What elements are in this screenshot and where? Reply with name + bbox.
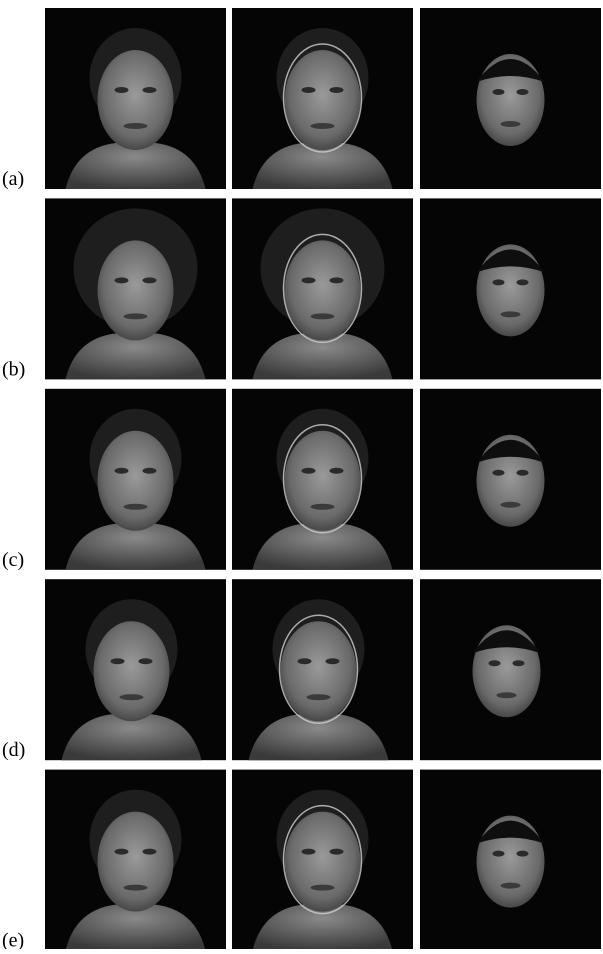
row-label: (c) [2, 549, 24, 571]
eye [115, 277, 129, 283]
face [285, 812, 361, 912]
mouth [311, 885, 335, 891]
face-panel [232, 198, 413, 379]
eye [517, 89, 529, 95]
face-panel [45, 770, 226, 949]
mouth [501, 502, 521, 508]
eye [302, 87, 316, 93]
eye [143, 468, 157, 474]
mouth [120, 694, 144, 700]
face-panel [420, 770, 601, 949]
eye [302, 849, 316, 855]
eye [517, 851, 529, 857]
row-label: (d) [2, 739, 25, 761]
mouth [311, 123, 335, 129]
mouth [307, 694, 331, 700]
eye [115, 849, 129, 855]
face [98, 812, 174, 912]
eye [330, 87, 344, 93]
face-panel [420, 8, 601, 189]
face-panel [45, 8, 226, 189]
eye [493, 89, 505, 95]
face [281, 621, 357, 721]
eye [298, 658, 312, 664]
face [98, 50, 174, 150]
face-panel [232, 389, 413, 570]
eye [489, 660, 501, 666]
eye [493, 470, 505, 476]
face-panel [45, 389, 226, 570]
face [98, 431, 174, 531]
mouth [501, 311, 521, 317]
eye [513, 660, 525, 666]
mouth [501, 883, 521, 889]
face-panel [420, 389, 601, 570]
page: {"figure": {"rows": [{"label": "(a)"}, {… [0, 0, 603, 949]
eye [143, 849, 157, 855]
eye [330, 468, 344, 474]
face [98, 240, 174, 340]
row-label: (a) [2, 168, 24, 190]
face-panel [45, 198, 226, 379]
face [285, 431, 361, 531]
mouth [311, 313, 335, 319]
row-label: (e) [2, 930, 24, 949]
eye [139, 658, 153, 664]
eye [517, 279, 529, 285]
face [94, 621, 170, 721]
eye [493, 851, 505, 857]
eye [115, 87, 129, 93]
face [285, 50, 361, 150]
row-label: (b) [2, 358, 25, 380]
face-panel [232, 8, 413, 189]
eye [326, 658, 340, 664]
mouth [501, 121, 521, 127]
eye [111, 658, 125, 664]
face-panel [45, 579, 226, 760]
eye [302, 277, 316, 283]
eye [330, 277, 344, 283]
mouth [124, 123, 148, 129]
eye [143, 277, 157, 283]
eye [143, 87, 157, 93]
face-panel [420, 579, 601, 760]
eye [330, 849, 344, 855]
mouth [124, 313, 148, 319]
figure: (a) (b) (c) (d) (e) [0, 0, 603, 949]
eye [493, 279, 505, 285]
eye [517, 470, 529, 476]
face-panel [232, 770, 413, 949]
eye [302, 468, 316, 474]
mouth [124, 885, 148, 891]
face-panel [420, 198, 601, 379]
mouth [311, 504, 335, 510]
face-panel [232, 579, 413, 760]
mouth [124, 504, 148, 510]
face [285, 240, 361, 340]
eye [115, 468, 129, 474]
mouth [497, 692, 517, 698]
